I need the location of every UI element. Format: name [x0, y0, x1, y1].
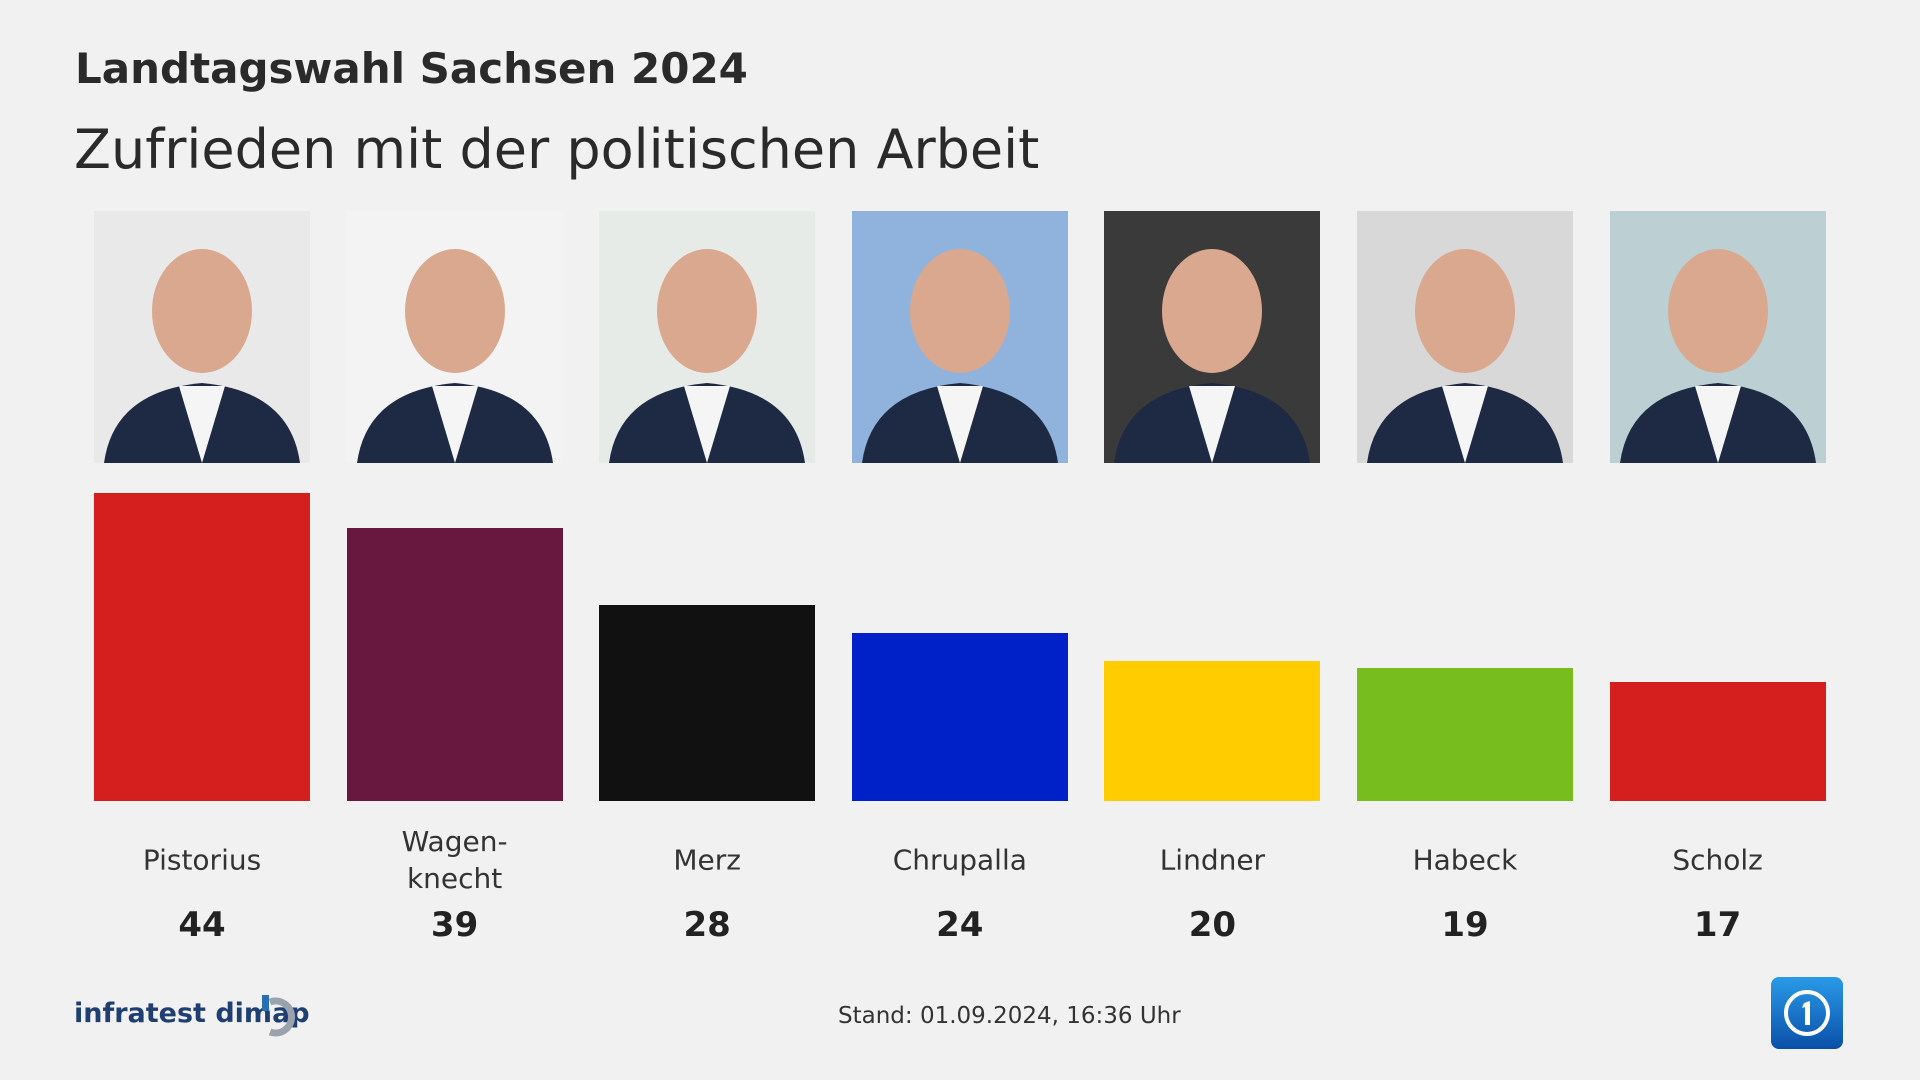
portrait-silhouette — [104, 249, 300, 463]
value-label: 20 — [1188, 905, 1237, 945]
chart-title: Landtagswahl Sachsen 2024 — [75, 44, 748, 93]
portrait — [346, 211, 563, 463]
portrait-silhouette — [356, 249, 553, 463]
portrait-silhouette — [1619, 249, 1816, 463]
timestamp: Stand: 01.09.2024, 16:36 Uhr — [838, 1003, 1181, 1029]
portrait — [1104, 211, 1321, 463]
portrait-silhouette — [1367, 249, 1563, 463]
source: infratest dimap — [74, 998, 310, 1029]
portrait-silhouette — [1114, 249, 1311, 463]
portrait-silhouette — [861, 249, 1058, 463]
portrait — [851, 211, 1068, 463]
value-label: 28 — [683, 905, 731, 945]
bar — [599, 605, 816, 801]
x-tick-label: Lindner — [1159, 843, 1266, 877]
value-label: 17 — [1693, 905, 1742, 945]
value-label: 19 — [1441, 905, 1489, 945]
portrait-silhouette — [609, 249, 806, 463]
source-logo — [262, 995, 295, 1037]
x-tick-label: Chrupalla — [892, 843, 1027, 877]
bar — [851, 633, 1068, 801]
x-tick-label: Wagen- knecht — [401, 825, 508, 895]
bar — [1357, 668, 1573, 801]
bar — [94, 493, 310, 801]
portrait — [599, 211, 816, 463]
bar — [1104, 661, 1321, 801]
x-tick-label: Habeck — [1412, 843, 1518, 877]
portrait — [1609, 211, 1826, 463]
value-label: 24 — [936, 905, 984, 945]
chart-subtitle: Zufrieden mit der politischen Arbeit — [74, 118, 1040, 181]
broadcaster-logo — [1771, 977, 1843, 1049]
bar — [1609, 682, 1826, 801]
x-tick-label: Merz — [673, 843, 741, 877]
bar — [346, 528, 563, 801]
portrait — [1357, 211, 1573, 463]
value-label: 44 — [178, 905, 226, 945]
portrait — [94, 211, 310, 463]
x-tick-label: Scholz — [1672, 843, 1763, 877]
value-label: 39 — [430, 905, 479, 945]
x-tick-label: Pistorius — [142, 843, 262, 877]
